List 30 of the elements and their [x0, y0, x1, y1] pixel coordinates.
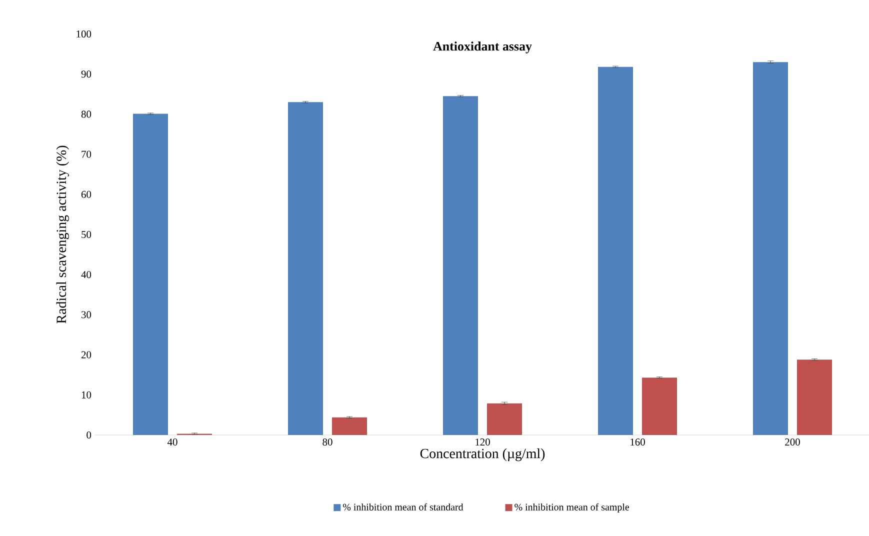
bar [598, 66, 634, 435]
bar [443, 96, 478, 435]
bar [332, 417, 367, 435]
y-tick-label: 100 [76, 30, 92, 38]
bar [487, 403, 522, 435]
x-tick-label: 80 [322, 438, 332, 446]
y-tick-label: 10 [82, 391, 92, 398]
x-axis-title: Concentration (µg/ml) [420, 448, 545, 462]
x-tick-label: 160 [630, 438, 645, 446]
bar [642, 378, 678, 435]
legend-label: % inhibition mean of sample [514, 503, 630, 512]
y-tick-label: 80 [81, 110, 92, 118]
x-tick-label: 40 [167, 438, 178, 446]
bar [797, 360, 832, 435]
x-tick-label: 120 [476, 438, 490, 446]
y-axis-title: Radical scavenging activity (%) [56, 146, 69, 324]
bar [753, 62, 788, 435]
bar [288, 102, 323, 435]
y-tick-label: 90 [81, 70, 92, 78]
y-tick-label: 50 [82, 230, 92, 238]
y-tick-label: 0 [86, 431, 92, 439]
y-tick-label: 70 [82, 150, 92, 158]
y-tick-label: 20 [81, 351, 92, 358]
legend-label: % inhibition mean of standard [342, 503, 464, 510]
text: Antioxidant assay [433, 42, 532, 54]
y-tick-label: 40 [81, 271, 92, 278]
y-tick-label: 30 [82, 311, 92, 318]
y-tick-label: 60 [81, 190, 92, 198]
bar [133, 114, 168, 435]
x-tick-label: 200 [785, 438, 800, 446]
